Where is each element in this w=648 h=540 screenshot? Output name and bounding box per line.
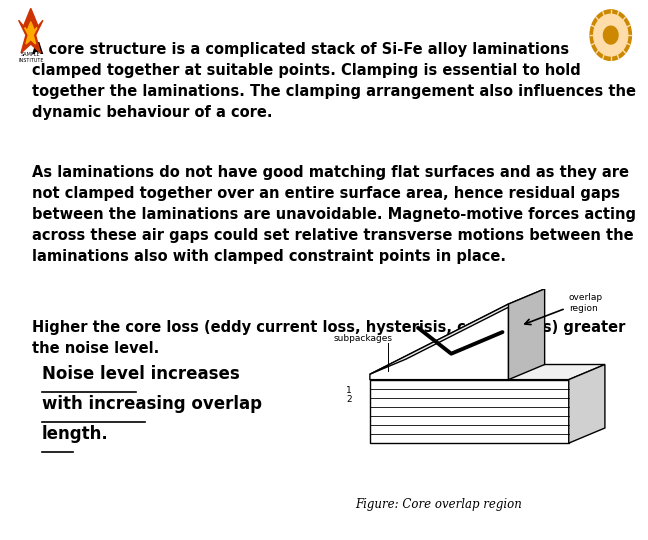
Polygon shape <box>370 304 509 380</box>
Polygon shape <box>370 380 569 443</box>
Polygon shape <box>509 289 544 380</box>
Text: A core structure is a complicated stack of Si-Fe alloy laminations
clamped toget: A core structure is a complicated stack … <box>32 42 636 120</box>
Text: region: region <box>569 304 597 313</box>
Text: As laminations do not have good matching flat surfaces and as they are
not clamp: As laminations do not have good matching… <box>32 165 636 264</box>
Text: with increasing overlap: with increasing overlap <box>42 395 262 413</box>
Text: length.: length. <box>42 425 109 443</box>
Text: Higher the core loss (eddy current loss, hysterisis, copper loss) greater
the no: Higher the core loss (eddy current loss,… <box>32 320 625 356</box>
Polygon shape <box>594 15 628 56</box>
Text: subpackages: subpackages <box>334 334 393 343</box>
Text: SAMPLE
INSTITUTE: SAMPLE INSTITUTE <box>18 52 43 63</box>
Text: 2: 2 <box>346 395 352 404</box>
Polygon shape <box>25 22 37 44</box>
Text: overlap: overlap <box>569 293 603 302</box>
Polygon shape <box>603 26 618 44</box>
Text: Noise level increases: Noise level increases <box>42 365 240 383</box>
Polygon shape <box>370 364 605 380</box>
Polygon shape <box>370 289 544 374</box>
Polygon shape <box>569 364 605 443</box>
Polygon shape <box>590 10 631 60</box>
Text: Figure: Core overlap region: Figure: Core overlap region <box>355 498 522 511</box>
Polygon shape <box>19 8 43 53</box>
Text: 1: 1 <box>346 386 352 395</box>
